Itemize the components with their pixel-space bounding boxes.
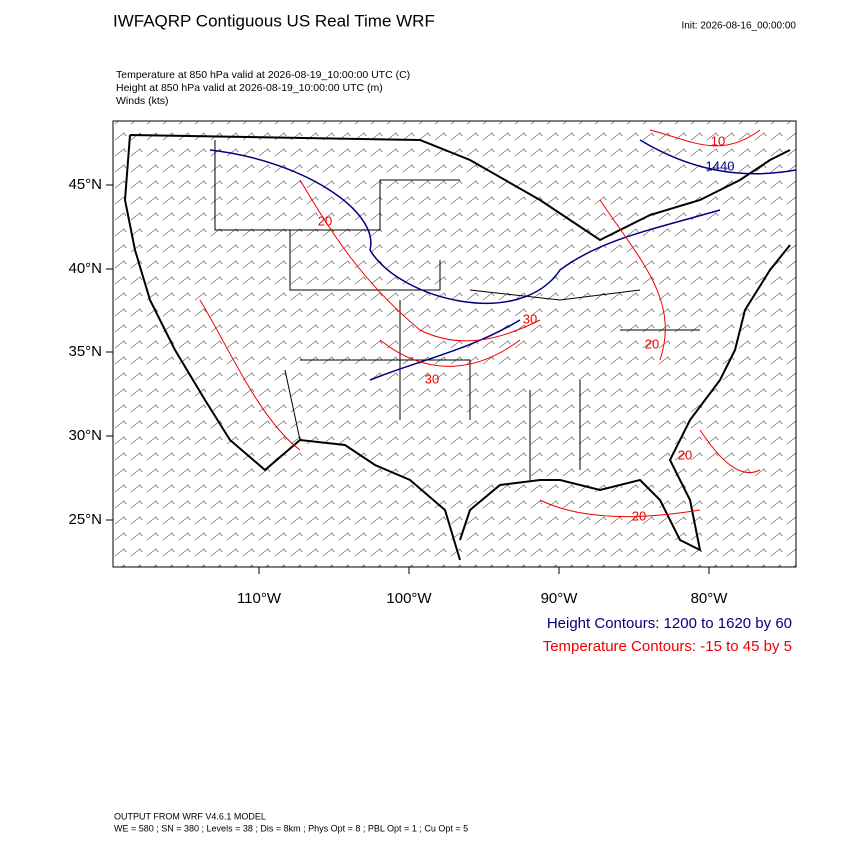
temperature-contours <box>199 129 761 518</box>
height-contours <box>209 139 796 381</box>
lat-label: 40°N <box>68 260 102 277</box>
map-frame <box>112 120 797 568</box>
lon-label: 90°W <box>541 590 579 607</box>
coastline <box>123 134 791 561</box>
map <box>113 121 796 567</box>
temperature-legend: Temperature Contours: -15 to 45 by 5 <box>543 638 792 655</box>
contour-label: 20 <box>318 213 332 228</box>
lat-label: 35°N <box>68 343 102 360</box>
lat-label: 45°N <box>68 176 102 193</box>
contour-label: 1440 <box>706 158 735 173</box>
lon-label: 100°W <box>386 590 432 607</box>
lat-label: 25°N <box>68 511 102 528</box>
state-lines <box>214 140 700 480</box>
lon-label: 110°W <box>237 590 282 607</box>
footer: WE = 580 ; SN = 380 ; Levels = 38 ; Dis … <box>114 823 468 833</box>
contour-label: 20 <box>645 336 659 351</box>
footer: OUTPUT FROM WRF V4.6.1 MODEL <box>114 811 266 821</box>
contour-label: 30 <box>425 371 439 386</box>
init-time: Init: 2026-08-16_00:00:00 <box>681 21 796 32</box>
subtitle: Winds (kts) <box>116 95 169 107</box>
height-legend: Height Contours: 1200 to 1620 by 60 <box>547 615 792 632</box>
subtitle: Height at 850 hPa valid at 2026-08-19_10… <box>116 82 383 94</box>
lon-label: 80°W <box>691 590 729 607</box>
wind-barbs <box>113 121 796 567</box>
lat-label: 30°N <box>68 427 102 444</box>
subtitle: Temperature at 850 hPa valid at 2026-08-… <box>116 69 410 81</box>
subtitles: Temperature at 850 hPa valid at 2026-08-… <box>116 69 410 107</box>
contour-label: 20 <box>678 447 692 462</box>
contour-label: 20 <box>632 508 646 523</box>
contour-label: 10 <box>711 133 725 148</box>
contour-label: 30 <box>523 311 537 326</box>
title: IWFAQRP Contiguous US Real Time WRF <box>113 11 435 30</box>
